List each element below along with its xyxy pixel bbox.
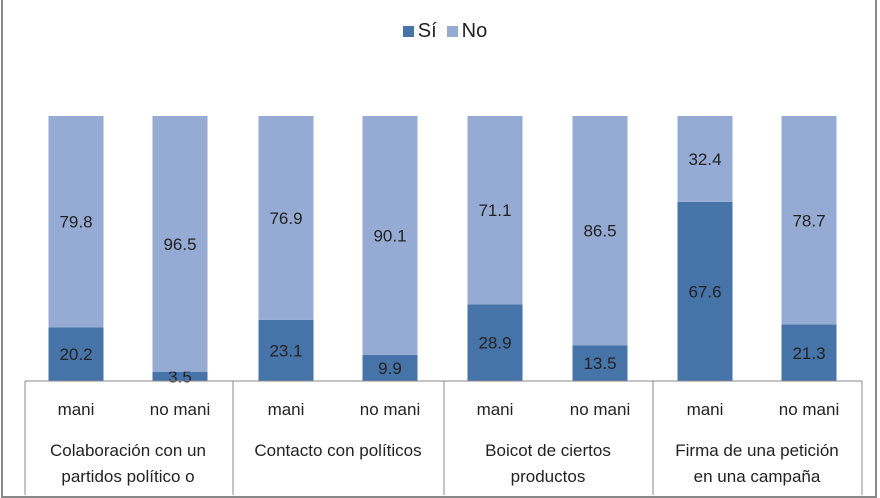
legend-swatch xyxy=(446,26,458,38)
bar-segment xyxy=(572,116,628,346)
bar-segment xyxy=(677,116,733,202)
data-label: 9.9 xyxy=(378,359,402,378)
data-label: 21.3 xyxy=(792,344,825,363)
category-label: no mani xyxy=(570,400,630,419)
bar-segment xyxy=(677,201,733,381)
group-label: productos xyxy=(511,467,586,486)
legend-swatch xyxy=(402,26,414,38)
category-label: mani xyxy=(477,400,514,419)
category-label: no mani xyxy=(360,400,420,419)
bar-segment xyxy=(467,304,523,381)
group-label: Firma de una petición xyxy=(675,441,838,460)
group-label: en una campaña xyxy=(694,467,821,486)
data-label: 90.1 xyxy=(373,226,406,245)
bar-segment xyxy=(362,116,418,355)
bar-segment xyxy=(258,319,314,381)
category-label: mani xyxy=(687,400,724,419)
data-label: 79.8 xyxy=(59,213,92,232)
group-label: Colaboración con un xyxy=(50,441,206,460)
data-label: 23.1 xyxy=(269,341,302,360)
bar-segment xyxy=(362,354,418,381)
category-label: mani xyxy=(268,400,305,419)
bar-segment xyxy=(781,324,837,381)
bar-segment xyxy=(152,116,208,372)
bar-segment xyxy=(467,116,523,305)
category-label: no mani xyxy=(150,400,210,419)
data-label: 20.2 xyxy=(59,345,92,364)
category-label: mani xyxy=(58,400,95,419)
legend: Sí No xyxy=(0,20,880,43)
data-label: 28.9 xyxy=(478,334,511,353)
data-label: 67.6 xyxy=(688,282,721,301)
bar-segment xyxy=(48,327,104,381)
data-label: 78.7 xyxy=(792,211,825,230)
data-label: 76.9 xyxy=(269,209,302,228)
data-label: 3.5 xyxy=(168,367,192,386)
group-label: Contacto con políticos xyxy=(254,441,421,460)
data-label: 32.4 xyxy=(688,150,721,169)
category-label: no mani xyxy=(779,400,839,419)
bar-segment xyxy=(48,116,104,328)
data-label: 86.5 xyxy=(583,222,616,241)
bar-segment xyxy=(258,116,314,320)
group-label: Boicot de ciertos xyxy=(485,441,611,460)
legend-label: No xyxy=(461,20,488,43)
bar-segment xyxy=(152,371,208,381)
group-label: partidos político o xyxy=(61,467,194,486)
bar-segment xyxy=(572,345,628,381)
legend-label: Sí xyxy=(417,20,437,43)
data-label: 13.5 xyxy=(583,354,616,373)
data-label: 71.1 xyxy=(478,201,511,220)
data-label: 96.5 xyxy=(163,235,196,254)
bar-segment xyxy=(781,116,837,325)
